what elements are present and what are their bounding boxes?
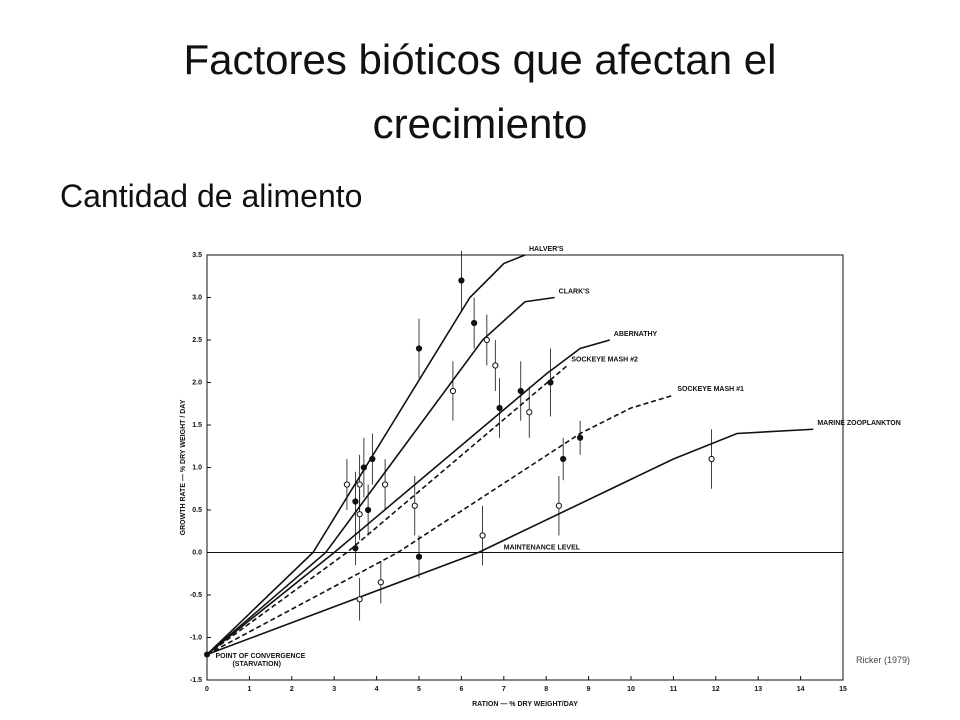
data-point [415, 553, 423, 560]
data-point [411, 502, 418, 509]
y-tick-label: 3.0 [192, 294, 202, 301]
y-tick-label: -1.0 [190, 634, 202, 641]
data-point [471, 319, 478, 327]
data-point [458, 277, 465, 284]
data-point [356, 481, 363, 488]
data-point [352, 545, 359, 552]
series-label: SOCKEYE MASH #1 [677, 386, 744, 393]
x-tick-label: 6 [459, 686, 463, 693]
x-tick-label: 9 [587, 686, 591, 693]
data-point [343, 481, 351, 488]
x-tick-label: 14 [797, 686, 805, 693]
x-axis-label: RATION — % DRY WEIGHT/DAY [472, 701, 578, 708]
series-label: CLARK'S [559, 288, 590, 295]
x-tick-label: 5 [417, 686, 421, 693]
x-tick-label: 10 [627, 686, 635, 693]
x-tick-label: 2 [290, 686, 294, 693]
y-tick-label: 1.0 [192, 464, 202, 471]
series-line [206, 339, 611, 656]
x-tick-label: 8 [544, 686, 548, 693]
y-tick-label: 3.5 [192, 252, 202, 259]
series-label: HALVER'S [529, 246, 564, 253]
x-tick-label: 0 [205, 686, 209, 693]
source: Ricker (1979) [856, 655, 911, 665]
data-point [496, 404, 503, 412]
annotation: MAINTENANCE LEVEL [504, 544, 581, 551]
y-tick-label: -0.5 [190, 592, 202, 599]
series-label: SOCKEYE MASH #2 [571, 356, 638, 363]
data-point [492, 362, 499, 369]
x-tick-label: 1 [247, 686, 251, 693]
annotation: POINT OF CONVERGENCE [215, 653, 305, 660]
x-tick-label: 3 [332, 686, 336, 693]
x-tick-label: 7 [502, 686, 506, 693]
annotation: (STARVATION) [232, 661, 280, 668]
data-point [365, 506, 372, 514]
slide-title: Factores bióticos que afectan el crecimi… [183, 36, 777, 147]
data-point [517, 387, 524, 395]
data-point [479, 532, 486, 539]
y-tick-label: 1.5 [192, 422, 202, 429]
series-line [206, 428, 814, 656]
data-point [369, 455, 376, 463]
data-point [483, 336, 490, 344]
y-tick-label: -1.5 [190, 677, 202, 684]
y-tick-label: 2.0 [192, 379, 202, 386]
x-tick-label: 13 [754, 686, 762, 693]
data-point [377, 579, 384, 586]
data-point [526, 409, 533, 416]
data-point [577, 434, 584, 441]
y-tick-label: 2.5 [192, 337, 202, 344]
series-line [206, 364, 568, 656]
data-point [708, 455, 715, 463]
data-point [555, 502, 563, 509]
data-point [547, 379, 554, 386]
data-point [560, 455, 567, 463]
series-line [206, 296, 555, 656]
data-point [415, 345, 423, 352]
data-point [356, 596, 363, 603]
x-tick-label: 15 [839, 686, 847, 693]
y-axis-label: GROWTH RATE — % DRY WEIGHT / DAY [180, 399, 187, 535]
data-point [356, 511, 363, 518]
series-label: MARINE ZOOPLANKTON [817, 420, 900, 427]
x-tick-label: 4 [375, 686, 379, 693]
series-line [206, 254, 526, 656]
slide-subtitle: Cantidad de alimento [60, 178, 363, 214]
series-label: ABERNATHY [614, 331, 658, 338]
x-tick-label: 11 [670, 686, 678, 693]
series-line [206, 394, 674, 656]
data-point [381, 481, 389, 488]
x-tick-label: 12 [712, 686, 720, 693]
data-point [352, 498, 359, 505]
plot-frame [206, 254, 844, 681]
data-point [360, 464, 367, 471]
y-tick-label: 0.0 [192, 549, 202, 556]
y-tick-label: 0.5 [192, 507, 202, 514]
data-point [449, 387, 457, 395]
